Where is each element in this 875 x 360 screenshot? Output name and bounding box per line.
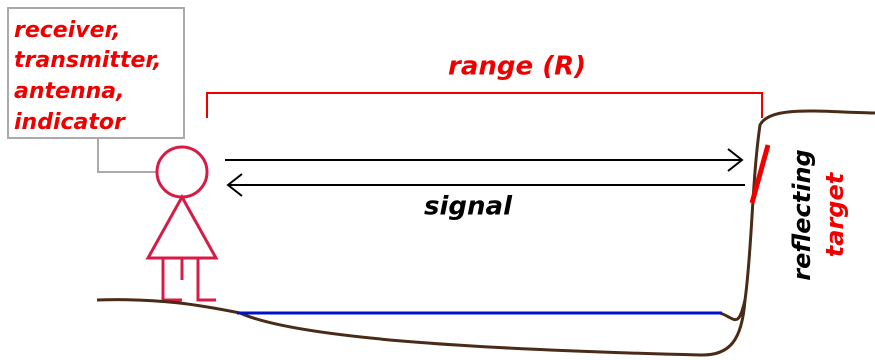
label-line: receiver, bbox=[14, 18, 121, 43]
target-label: target bbox=[821, 171, 849, 257]
connector bbox=[98, 138, 156, 172]
range-bracket bbox=[207, 93, 762, 118]
range-label: range (R) bbox=[448, 52, 586, 82]
label-line: transmitter, bbox=[14, 48, 161, 73]
signal-label: signal bbox=[424, 192, 513, 222]
water-bed bbox=[240, 300, 745, 355]
target-label: reflecting bbox=[788, 149, 816, 280]
radar-diagram: receiver, transmitter, antenna, indicato… bbox=[0, 0, 875, 360]
person bbox=[148, 147, 216, 300]
label-line: antenna, bbox=[14, 79, 124, 104]
label-line: indicator bbox=[14, 110, 126, 135]
signal-arrows bbox=[225, 149, 745, 196]
